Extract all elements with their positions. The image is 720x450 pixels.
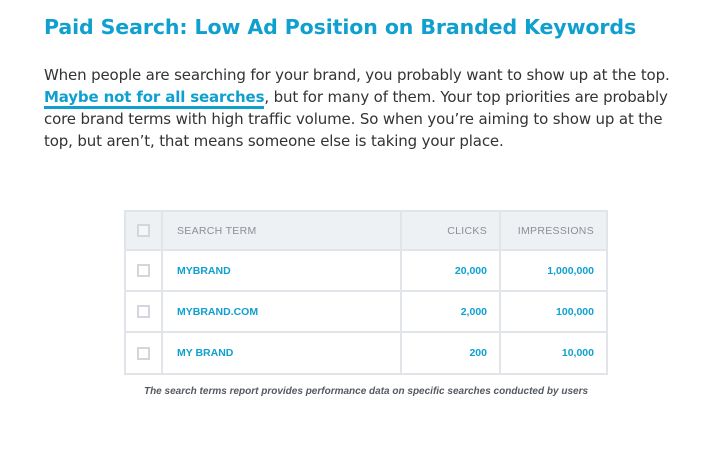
search-term-cell[interactable]: MY BRAND <box>161 331 402 373</box>
select-all-cell <box>126 212 163 251</box>
search-term-header[interactable]: SEARCH TERM <box>161 212 402 251</box>
select-all-checkbox[interactable] <box>137 224 150 237</box>
clicks-cell: 2,000 <box>400 290 501 333</box>
row-checkbox[interactable] <box>137 264 150 277</box>
article-title: Paid Search: Low Ad Position on Branded … <box>44 15 637 39</box>
intro-text-end: , but for many of them. Your top priorit… <box>44 88 668 150</box>
table-header-row: SEARCH TERM CLICKS IMPRESSIONS <box>126 212 606 251</box>
row-check-cell <box>126 331 163 373</box>
row-check-cell <box>126 249 163 292</box>
clicks-cell: 200 <box>400 331 501 373</box>
search-terms-grid: SEARCH TERM CLICKS IMPRESSIONS MYBRAND 2… <box>126 212 606 373</box>
search-term-cell[interactable]: MYBRAND.COM <box>161 290 402 333</box>
row-checkbox[interactable] <box>137 305 150 318</box>
impressions-header[interactable]: IMPRESSIONS <box>499 212 606 251</box>
impressions-cell: 10,000 <box>499 331 606 373</box>
impressions-cell: 1,000,000 <box>499 249 606 292</box>
table-row: MYBRAND.COM 2,000 100,000 <box>126 290 606 333</box>
clicks-header[interactable]: CLICKS <box>400 212 501 251</box>
search-term-cell[interactable]: MYBRAND <box>161 249 402 292</box>
table-row: MY BRAND 200 10,000 <box>126 331 606 373</box>
table-row: MYBRAND 20,000 1,000,000 <box>126 249 606 292</box>
row-checkbox[interactable] <box>137 346 150 360</box>
maybe-not-for-all-searches-link[interactable]: Maybe not for all searches <box>44 88 265 109</box>
article-intro: When people are searching for your brand… <box>44 64 684 152</box>
search-terms-table: SEARCH TERM CLICKS IMPRESSIONS MYBRAND 2… <box>124 210 608 375</box>
intro-text-start: When people are searching for your brand… <box>44 66 670 84</box>
impressions-cell: 100,000 <box>499 290 606 333</box>
table-caption: The search terms report provides perform… <box>143 386 589 397</box>
clicks-cell: 20,000 <box>400 249 501 292</box>
row-check-cell <box>126 290 163 333</box>
